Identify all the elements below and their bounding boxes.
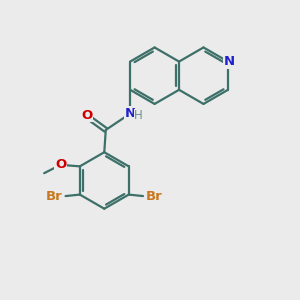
Text: O: O (55, 158, 66, 171)
Text: Br: Br (146, 190, 162, 202)
Text: Br: Br (46, 190, 63, 202)
Text: O: O (81, 109, 93, 122)
Text: N: N (224, 55, 235, 68)
Text: N: N (124, 107, 136, 120)
Text: H: H (134, 110, 143, 122)
